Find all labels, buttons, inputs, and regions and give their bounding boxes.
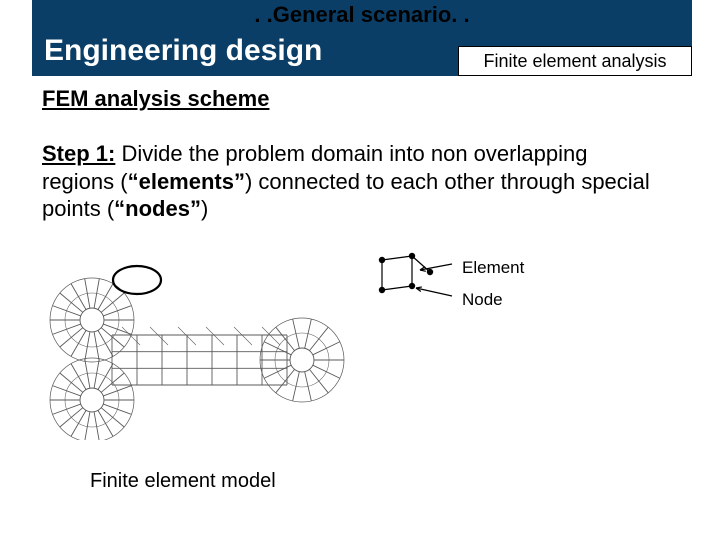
legend-node-label: Node bbox=[462, 290, 503, 310]
legend-element-label: Element bbox=[462, 258, 524, 278]
diagram-area: Element Node bbox=[42, 250, 662, 470]
top-bar: . .General scenario. . bbox=[32, 0, 692, 30]
diagram-caption: Finite element model bbox=[90, 470, 276, 493]
title-bar: Engineering design Finite element analys… bbox=[32, 30, 692, 76]
body-paragraph: Step 1: Divide the problem domain into n… bbox=[42, 140, 662, 223]
slide-title: Engineering design bbox=[44, 34, 322, 68]
legend-mini-diagram bbox=[372, 250, 457, 330]
top-label: . .General scenario. . bbox=[254, 2, 469, 28]
body-bold-1: “elements” bbox=[128, 169, 245, 194]
subtitle-box-label: Finite element analysis bbox=[483, 51, 666, 72]
mesh-diagram bbox=[42, 250, 362, 440]
body-bold-2: “nodes” bbox=[114, 196, 201, 221]
subtitle-box: Finite element analysis bbox=[458, 46, 692, 76]
step-label: Step 1: bbox=[42, 141, 115, 166]
section-heading: FEM analysis scheme bbox=[42, 86, 269, 112]
body-text-3: ) bbox=[201, 196, 208, 221]
